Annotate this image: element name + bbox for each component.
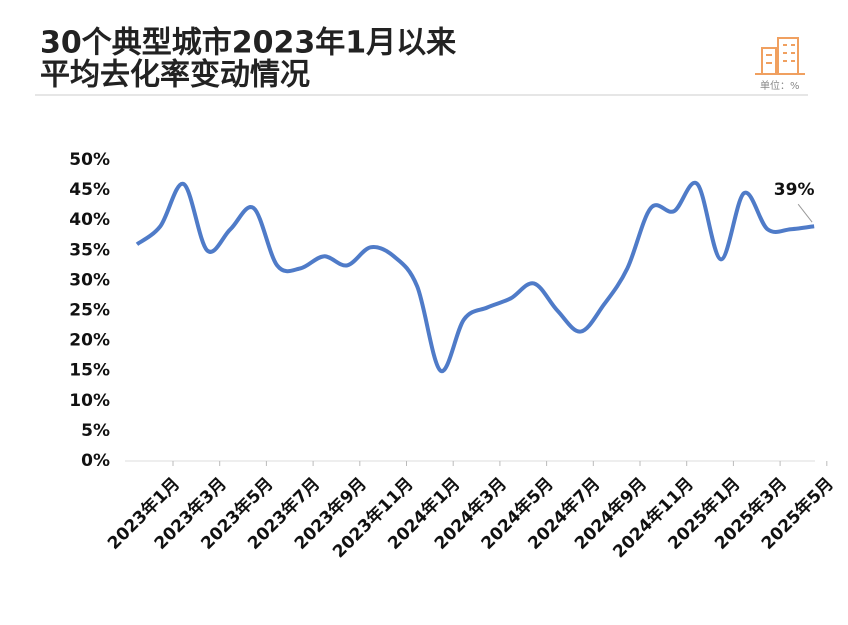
y-tick-label: 10% — [69, 391, 110, 411]
y-tick-label: 50% — [69, 150, 110, 170]
label-leader — [797, 203, 813, 223]
chart-title: 30个典型城市2023年1月以来 — [40, 26, 456, 61]
y-tick-label: 40% — [69, 210, 110, 230]
y-tick-label: 35% — [69, 240, 110, 260]
y-tick-label: 15% — [69, 361, 110, 381]
y-tick-label: 30% — [69, 270, 110, 290]
y-tick-label: 0% — [81, 451, 110, 471]
icon — [755, 37, 805, 75]
line-series — [135, 180, 815, 373]
unit: 单位：% — [760, 79, 800, 92]
y-tick-label: 25% — [69, 301, 110, 321]
data-label: 39% — [774, 180, 815, 200]
x-tick-label: 2023年11月 — [328, 473, 417, 562]
y-tick-label: 45% — [69, 180, 110, 200]
x-tick-label: 2024年11月 — [609, 473, 698, 562]
y-tick-label: 20% — [69, 331, 110, 351]
chart-title: 平均去化率变动情况 — [40, 58, 310, 93]
y-tick-label: 5% — [81, 421, 110, 441]
